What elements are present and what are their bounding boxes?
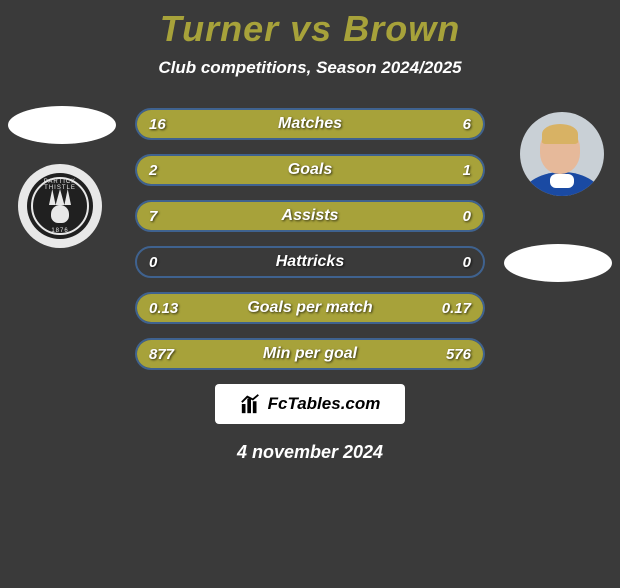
stat-label: Hattricks bbox=[137, 253, 483, 271]
stat-row: 0 0Hattricks bbox=[135, 246, 485, 278]
stat-row: 21Goals bbox=[135, 154, 485, 186]
thistle-icon bbox=[45, 189, 75, 223]
left-club-crest: PARTICK THISTLE 1876 bbox=[18, 164, 102, 248]
stat-row: 0.130.17Goals per match bbox=[135, 292, 485, 324]
date-text: 4 november 2024 bbox=[0, 442, 620, 463]
stat-fill-left bbox=[137, 156, 369, 184]
stat-bars-container: 166Matches21Goals70Assists00Hattricks0.1… bbox=[135, 106, 485, 370]
crest-text-bottom: 1876 bbox=[27, 228, 93, 234]
brand-text: FcTables.com bbox=[268, 394, 381, 414]
stat-value-left: 0.13 bbox=[149, 300, 178, 317]
stat-fill-left bbox=[137, 110, 390, 138]
right-player-avatar bbox=[520, 112, 604, 196]
stat-value-left: 877 bbox=[149, 346, 174, 363]
left-player-backdrop-oval bbox=[8, 106, 116, 144]
stat-value-right: 0.17 bbox=[442, 300, 471, 317]
comparison-title: Turner vs Brown bbox=[0, 8, 620, 50]
brand-badge: FcTables.com bbox=[215, 384, 405, 424]
stat-value-left: 7 bbox=[149, 208, 157, 225]
stat-value-right: 1 bbox=[463, 162, 471, 179]
stat-value-left: 2 bbox=[149, 162, 157, 179]
stat-value-right: 0 bbox=[463, 254, 471, 271]
stat-row: 70Assists bbox=[135, 200, 485, 232]
stat-value-left: 16 bbox=[149, 116, 166, 133]
stat-row: 166Matches bbox=[135, 108, 485, 140]
stat-value-right: 576 bbox=[446, 346, 471, 363]
stat-value-left: 0 bbox=[149, 254, 157, 271]
stat-fill-left bbox=[137, 202, 483, 230]
brand-chart-icon bbox=[240, 393, 262, 415]
comparison-subtitle: Club competitions, Season 2024/2025 bbox=[0, 58, 620, 78]
stat-value-right: 0 bbox=[463, 208, 471, 225]
right-player-backdrop-oval bbox=[504, 244, 612, 282]
comparison-stage: PARTICK THISTLE 1876 166Matches21Goals70… bbox=[0, 106, 620, 463]
stat-value-right: 6 bbox=[463, 116, 471, 133]
stat-row: 877576Min per goal bbox=[135, 338, 485, 370]
